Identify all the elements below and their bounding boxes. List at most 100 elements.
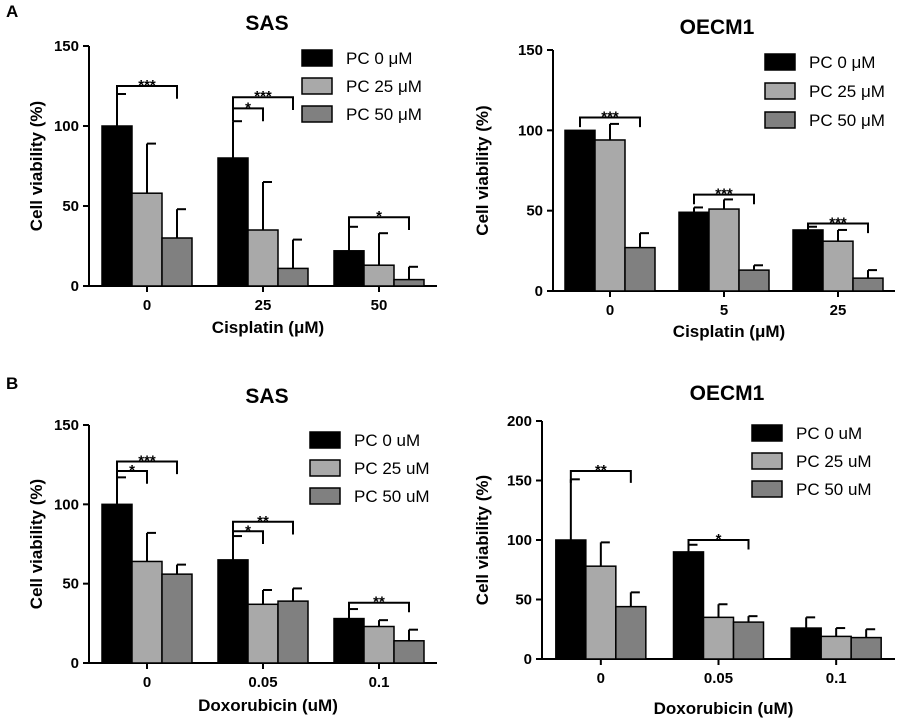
significance-label: * [245, 522, 251, 539]
x-tick-label: 25 [255, 297, 272, 314]
legend-label: PC 25 uM [354, 459, 430, 478]
bar [822, 240, 854, 292]
legend-label: PC 25 uM [796, 452, 872, 471]
x-tick-label: 0 [597, 670, 605, 687]
y-tick-label: 200 [507, 413, 532, 430]
bar [393, 278, 425, 287]
bar [672, 551, 705, 660]
significance-bracket [579, 116, 641, 128]
significance-bracket [232, 530, 264, 544]
chart-3: SAS 0 50 100 150 0 0.05 0.1 Doxorubicin (uM) Cell… [27, 385, 437, 715]
legend-label: PC 0 uM [354, 431, 420, 450]
y-tick-label: 150 [54, 38, 79, 55]
significance-bracket [807, 222, 869, 234]
x-tick-label: 0.05 [704, 670, 733, 687]
bar [277, 600, 309, 664]
bar [792, 229, 824, 292]
significance-bracket [232, 520, 294, 535]
x-axis-title: Cisplatin (μM) [673, 322, 785, 341]
chart-title: SAS [245, 385, 288, 408]
significance-label: * [376, 208, 382, 225]
x-tick-label: 5 [720, 302, 728, 319]
y-tick-label: 0 [71, 655, 79, 672]
significance-label: ** [595, 462, 607, 479]
significance-label: * [716, 531, 722, 548]
bar [852, 277, 884, 292]
bar [678, 211, 710, 292]
bar [732, 621, 765, 660]
chart-title: SAS [245, 12, 288, 35]
bar [790, 627, 822, 660]
legend-label: PC 0 μM [346, 49, 412, 68]
significance-label: ** [257, 513, 269, 530]
x-tick-label: 50 [371, 297, 388, 314]
bar [555, 539, 587, 660]
legend-swatch [301, 49, 333, 67]
bar [247, 603, 279, 664]
legend-swatch [751, 452, 783, 470]
bar [850, 636, 882, 660]
chart-4: OECM1 0 50 100 150 200 0 0.05 0.1 Doxorubicin (uM… [473, 382, 895, 718]
y-tick-label: 50 [62, 198, 79, 215]
bar [708, 208, 740, 292]
y-tick-label: 0 [71, 278, 79, 295]
x-tick-label: 0.05 [248, 674, 277, 691]
significance-label: *** [138, 77, 156, 94]
significance-bracket [348, 216, 410, 230]
significance-bracket [687, 539, 750, 550]
legend-swatch [751, 424, 783, 442]
y-tick-label: 50 [62, 576, 79, 593]
legend-label: PC 50 μM [346, 105, 422, 124]
y-tick-label: 50 [515, 592, 532, 609]
bar [101, 503, 133, 664]
x-tick-label: 0.1 [369, 674, 390, 691]
y-axis-title: Cell viability (%) [473, 475, 492, 605]
significance-bracket [116, 85, 178, 99]
bar [564, 129, 596, 292]
y-tick-label: 0 [524, 651, 532, 668]
x-tick-label: 0 [143, 297, 151, 314]
x-tick-label: 0 [606, 302, 614, 319]
significance-label: ** [373, 594, 385, 611]
panel-label-b: B [6, 374, 18, 393]
y-tick-label: 150 [54, 417, 79, 434]
bar [393, 640, 425, 664]
bar [820, 635, 852, 660]
significance-label: *** [715, 186, 733, 203]
significance-bracket [232, 107, 264, 122]
bar [363, 264, 395, 287]
y-tick-label: 100 [54, 496, 79, 513]
y-tick-label: 150 [507, 473, 532, 490]
bar [333, 250, 365, 287]
chart-2: OECM1 0 50 100 150 0 5 25 Cisplatin (μM) Cell via… [473, 16, 895, 341]
significance-bracket [116, 470, 148, 484]
significance-label: *** [138, 452, 156, 469]
x-axis-title: Cisplatin (μM) [212, 318, 324, 337]
y-tick-label: 150 [518, 42, 543, 59]
significance-bracket [116, 460, 178, 475]
y-axis-title: Cell viability (%) [27, 101, 46, 231]
bar [277, 267, 309, 287]
legend-label: PC 50 uM [796, 480, 872, 499]
legend-swatch [309, 459, 341, 477]
legend-swatch [764, 82, 796, 100]
bar [217, 157, 249, 287]
y-tick-label: 100 [518, 122, 543, 139]
legend-label: PC 25 μM [809, 82, 885, 101]
legend-label: PC 50 uM [354, 487, 430, 506]
bar [702, 616, 735, 660]
y-tick-label: 100 [507, 532, 532, 549]
significance-label: * [129, 462, 135, 479]
legend-swatch [309, 431, 341, 449]
y-tick-label: 0 [535, 283, 543, 300]
x-tick-label: 0 [143, 674, 151, 691]
y-axis-title: Cell viability (%) [473, 105, 492, 235]
significance-bracket [348, 601, 410, 613]
significance-bracket [569, 469, 632, 483]
legend-swatch [751, 480, 783, 498]
legend-swatch [301, 77, 333, 95]
significance-label: *** [829, 215, 847, 232]
significance-bracket [232, 96, 294, 110]
bar [615, 605, 647, 660]
bar [585, 565, 617, 660]
